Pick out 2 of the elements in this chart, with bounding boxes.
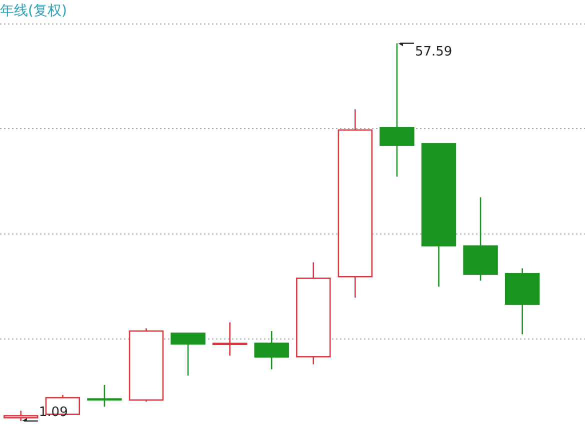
chart-title: 年线(复权) xyxy=(0,3,67,19)
annotation: 57.59 xyxy=(414,44,452,60)
